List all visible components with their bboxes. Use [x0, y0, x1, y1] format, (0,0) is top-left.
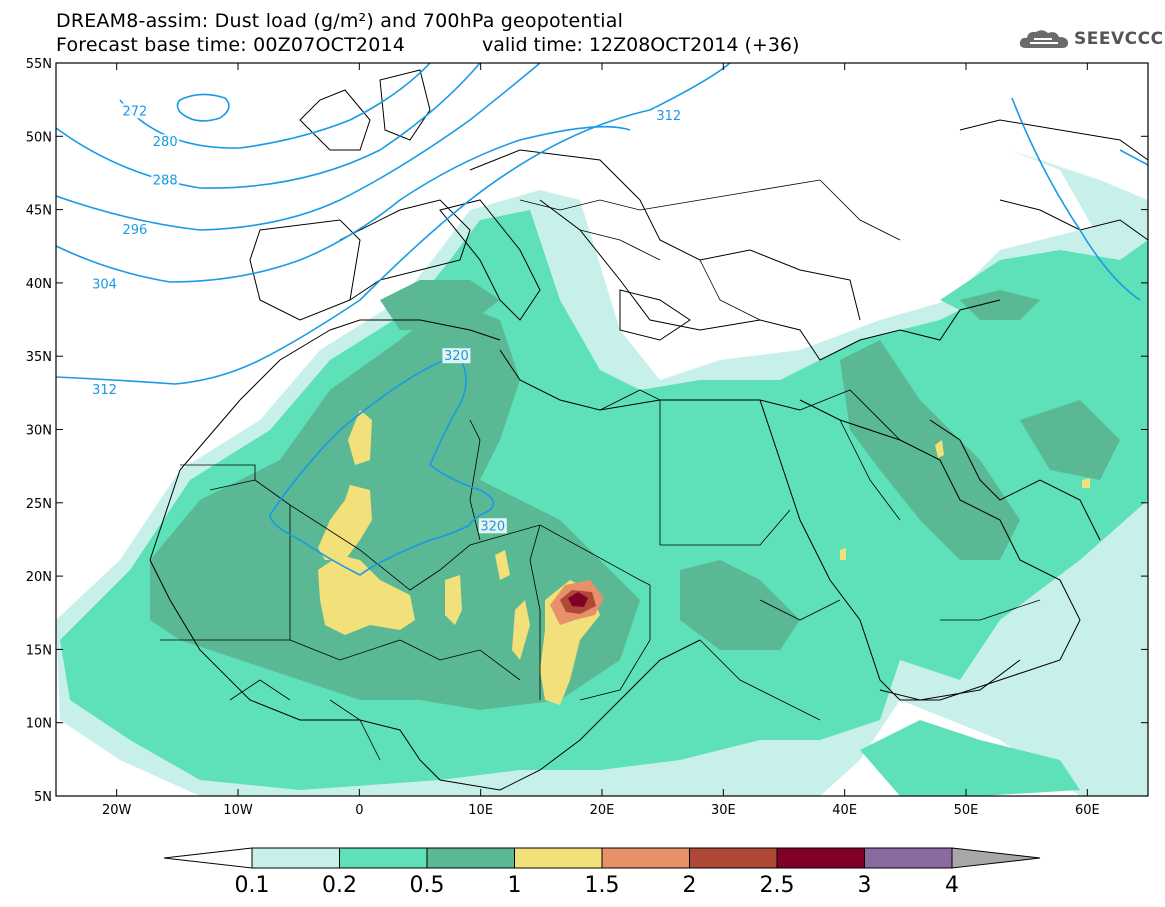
- contour-label-bg: [151, 134, 180, 150]
- logo-text: SEEVCCC: [1074, 29, 1164, 49]
- forecast-base-time: Forecast base time: 00Z07OCT2014: [56, 34, 406, 56]
- colorbar-swatch: [864, 847, 953, 869]
- contour-label-bg: [120, 103, 149, 119]
- contour-label: 296: [122, 223, 147, 238]
- colorbar-under-triangle: [163, 847, 253, 869]
- lat-tick-label: 40N: [26, 277, 52, 292]
- contour-label: 312: [656, 109, 681, 124]
- lon-tick-label: 10E: [468, 803, 493, 818]
- colorbar-swatch: [601, 847, 690, 869]
- lon-tick-label: 0: [355, 803, 363, 818]
- colorbar-swatch: [339, 847, 428, 869]
- map-title: DREAM8-assim: Dust load (g/m²) and 700hP…: [56, 10, 624, 32]
- contour-label-bg: [442, 348, 471, 364]
- longitude-axis: 20W 10W 0 10E 20E 30E 40E 50E 60E: [102, 63, 1100, 818]
- seevccc-logo: SEEVCCC: [1018, 28, 1164, 50]
- colorbar-level-label: 4: [945, 873, 959, 898]
- colorbar-swatch: [776, 847, 865, 869]
- contour-312-edge: [1119, 149, 1148, 166]
- colorbar-swatch: [514, 847, 603, 869]
- colorbar-level-label: 0.1: [235, 873, 270, 898]
- contour-320: [269, 359, 495, 576]
- lat-tick-label: 35N: [26, 350, 52, 365]
- lat-tick-label: 45N: [26, 204, 52, 219]
- lon-tick-label: 60E: [1075, 803, 1100, 818]
- colorbar-level-label: 2.5: [760, 873, 795, 898]
- lon-tick-label: 30E: [711, 803, 736, 818]
- contour-label-bg: [478, 518, 507, 534]
- colorbar-level-label: 3: [858, 873, 872, 898]
- colorbar-level-label: 0.5: [410, 873, 445, 898]
- cloud-icon: [1019, 30, 1068, 48]
- valid-time: valid time: 12Z08OCT2014 (+36): [482, 34, 800, 56]
- colorbar-level-label: 1.5: [585, 873, 620, 898]
- lon-tick-label: 20W: [102, 803, 132, 818]
- lat-tick-label: 5N: [34, 790, 52, 805]
- contour-label: 304: [92, 277, 117, 292]
- contour-label-bg: [90, 381, 119, 397]
- contour-label-bg: [90, 276, 119, 292]
- lat-tick-label: 25N: [26, 497, 52, 512]
- contour-label-bg: [151, 172, 180, 188]
- contour-label-bg: [654, 107, 683, 123]
- contour-288: [56, 63, 481, 189]
- contour-296: [56, 63, 541, 231]
- lat-tick-label: 20N: [26, 570, 52, 585]
- colorbar-level-label: 1: [508, 873, 522, 898]
- colorbar-over-triangle: [951, 847, 1041, 869]
- latitude-axis: 55N 50N 45N 40N 35N 30N 25N 20N 15N 10N 5N: [26, 57, 1148, 805]
- dust-shade-2.5: [568, 592, 588, 607]
- colorbar: 0.1 0.2 0.5 1 1.5 2 2.5 3 4: [163, 847, 1041, 898]
- lon-tick-label: 40E: [832, 803, 857, 818]
- contour-304: [56, 125, 631, 283]
- contour-312-west: [56, 63, 731, 385]
- lat-tick-label: 50N: [26, 130, 52, 145]
- colorbar-swatch: [426, 847, 515, 869]
- contour-272: [176, 93, 230, 122]
- colorbar-swatch: [689, 847, 778, 869]
- contour-label: 272: [122, 104, 147, 119]
- lat-tick-label: 15N: [26, 643, 52, 658]
- lon-tick-label: 50E: [954, 803, 979, 818]
- contour-labels: 272 280 288 296 304 312 312 320 320: [90, 103, 683, 534]
- lon-tick-label: 20E: [590, 803, 615, 818]
- contour-label: 320: [480, 519, 505, 534]
- colorbar-swatch: [251, 847, 340, 869]
- country-borders: [160, 179, 1041, 761]
- contour-label: 280: [153, 135, 178, 150]
- map-plot-area: 272 280 288 296 304 312 312 320 320: [56, 63, 1148, 796]
- contour-312-east: [1011, 97, 1141, 301]
- lon-tick-label: 10W: [223, 803, 253, 818]
- lat-tick-label: 10N: [26, 717, 52, 732]
- colorbar-level-label: 0.2: [322, 873, 357, 898]
- contour-label: 288: [153, 173, 178, 188]
- lat-tick-label: 55N: [26, 57, 52, 72]
- contour-label-bg: [120, 222, 149, 238]
- lat-tick-label: 30N: [26, 424, 52, 439]
- colorbar-level-label: 2: [683, 873, 697, 898]
- contour-label: 312: [92, 383, 117, 398]
- contour-label: 320: [444, 349, 469, 364]
